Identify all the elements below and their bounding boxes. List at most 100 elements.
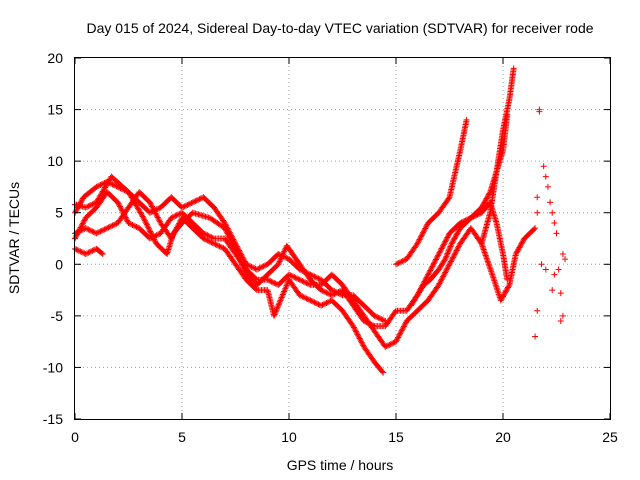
data-point-marker (282, 285, 289, 292)
data-point-marker (300, 278, 307, 285)
data-point-marker (444, 234, 451, 241)
data-point-marker (502, 288, 509, 295)
data-point-marker (400, 323, 407, 330)
data-point-marker (448, 257, 455, 264)
data-point-marker (85, 226, 92, 233)
data-point-marker (205, 238, 212, 245)
data-point-marker (109, 222, 116, 229)
data-point-marker (372, 313, 379, 320)
data-point-marker (538, 261, 545, 268)
data-point-marker (334, 289, 341, 296)
data-point-marker (395, 334, 402, 341)
data-point-marker (124, 217, 131, 224)
data-point-marker (322, 300, 329, 307)
data-point-marker (485, 191, 492, 198)
data-point-marker (116, 202, 123, 209)
data-point-marker (193, 197, 200, 204)
data-point-marker (104, 225, 111, 232)
data-point-marker (195, 196, 202, 203)
data-point-marker (100, 227, 107, 234)
data-point-marker (549, 209, 556, 216)
data-point-marker (314, 274, 321, 281)
data-point-marker (428, 264, 435, 271)
data-point-marker (275, 301, 282, 308)
data-point-marker (130, 222, 137, 229)
data-point-marker (180, 203, 187, 210)
data-point-marker (397, 259, 404, 266)
data-point-marker (380, 369, 387, 376)
data-point-marker (256, 265, 263, 272)
data-point-marker (382, 343, 389, 350)
data-point-marker (104, 178, 111, 185)
data-point-marker (145, 224, 152, 231)
data-point-marker (450, 254, 457, 261)
data-point-marker (401, 257, 408, 264)
data-point-marker (422, 225, 429, 232)
data-point-marker (296, 266, 303, 273)
data-point-marker (429, 263, 436, 270)
data-point-marker (352, 327, 359, 334)
data-point-marker (283, 254, 290, 261)
data-point-marker (480, 245, 487, 252)
data-point-marker (122, 187, 129, 194)
data-point-marker (356, 335, 363, 342)
data-point-marker (209, 234, 216, 241)
data-point-marker (93, 230, 100, 237)
data-point-marker (320, 288, 327, 295)
data-point-marker (443, 251, 450, 258)
chart-title: Day 015 of 2024, Sidereal Day-to-day VTE… (86, 20, 593, 36)
data-point-marker (544, 183, 551, 190)
data-point-marker (427, 266, 434, 273)
data-point-marker (450, 238, 457, 245)
data-point-marker (547, 199, 554, 206)
data-point-marker (204, 232, 211, 239)
data-point-marker (486, 264, 493, 271)
data-point-marker (281, 288, 288, 295)
data-point-marker (296, 292, 303, 299)
data-point-marker (515, 245, 522, 252)
data-point-marker (350, 323, 357, 330)
data-point-marker (434, 253, 441, 260)
y-tick-label: -10 (43, 359, 63, 375)
data-point-marker (90, 229, 97, 236)
data-point-marker (551, 271, 558, 278)
data-point-marker (231, 237, 238, 244)
data-point-marker (156, 217, 163, 224)
data-point-marker (300, 268, 307, 275)
data-point-marker (489, 271, 496, 278)
data-point-marker (355, 332, 362, 339)
data-point-marker (534, 194, 541, 201)
data-point-marker (236, 247, 243, 254)
data-point-marker (93, 183, 100, 190)
data-point-marker (207, 233, 214, 240)
data-point-marker (97, 181, 104, 188)
data-point-marker (241, 258, 248, 265)
data-point-marker (259, 263, 266, 270)
data-point-marker (168, 214, 175, 221)
data-point-marker (451, 251, 458, 258)
data-point-marker (480, 201, 487, 208)
y-tick-label: 15 (47, 102, 63, 118)
data-point-marker (112, 221, 119, 228)
data-point-marker (430, 261, 437, 268)
data-point-marker (115, 200, 122, 207)
data-point-marker (500, 292, 507, 299)
data-point-marker (243, 261, 250, 268)
data-point-marker (383, 343, 390, 350)
data-point-marker (252, 275, 259, 282)
data-point-marker (395, 333, 402, 340)
data-point-marker (302, 269, 309, 276)
data-point-marker (174, 224, 181, 231)
data-point-marker (534, 307, 541, 314)
data-point-marker (148, 202, 155, 209)
data-point-marker (201, 230, 208, 237)
data-point-marker (267, 278, 274, 285)
data-point-marker (96, 229, 103, 236)
data-point-marker (84, 250, 91, 257)
data-point-marker (489, 273, 496, 280)
y-tick-labels: -15 -10 -5 0 5 10 15 20 (43, 50, 63, 427)
data-point-marker (384, 342, 391, 349)
y-tick-label: -15 (43, 411, 63, 427)
data-point-marker (215, 242, 222, 249)
data-point-marker (283, 282, 290, 289)
